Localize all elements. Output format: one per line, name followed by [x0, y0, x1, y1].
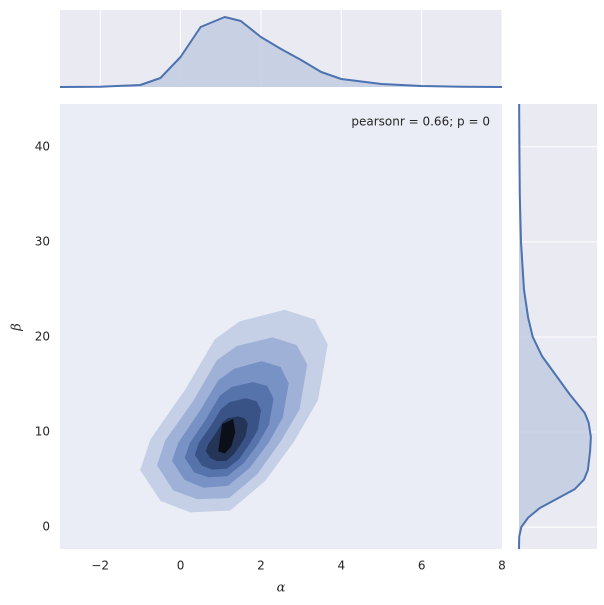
- top-kde-area: [60, 17, 502, 87]
- x-tick-label: 6: [418, 559, 426, 573]
- y-axis-label: β: [10, 323, 25, 332]
- x-axis-label: α: [277, 581, 286, 596]
- y-tick-label: 20: [35, 329, 50, 343]
- x-tick-label: 8: [498, 559, 506, 573]
- right-kde-line: [518, 103, 592, 550]
- x-tick-label: 0: [177, 559, 185, 573]
- annotation: pearsonr = 0.66; p = 0: [351, 115, 490, 129]
- marks: [59, 16, 592, 550]
- y-tick-label: 10: [35, 425, 50, 439]
- y-tick-label: 30: [35, 234, 50, 248]
- kde-contour: [218, 419, 236, 454]
- top-kde-line: [59, 16, 503, 88]
- x-tick-label: −2: [91, 559, 109, 573]
- x-tick-label: 2: [257, 559, 265, 573]
- x-tick-label: 4: [337, 559, 345, 573]
- y-tick-label: 0: [42, 520, 50, 534]
- y-tick-label: 40: [35, 139, 50, 153]
- right-kde-area: [519, 104, 591, 549]
